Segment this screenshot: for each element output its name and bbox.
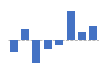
Bar xyxy=(89,26,97,40)
Bar xyxy=(21,29,29,40)
Bar xyxy=(44,40,52,49)
Bar xyxy=(78,32,86,40)
Bar xyxy=(67,11,74,40)
Bar xyxy=(10,40,18,52)
Bar xyxy=(55,40,63,45)
Bar xyxy=(32,40,40,63)
